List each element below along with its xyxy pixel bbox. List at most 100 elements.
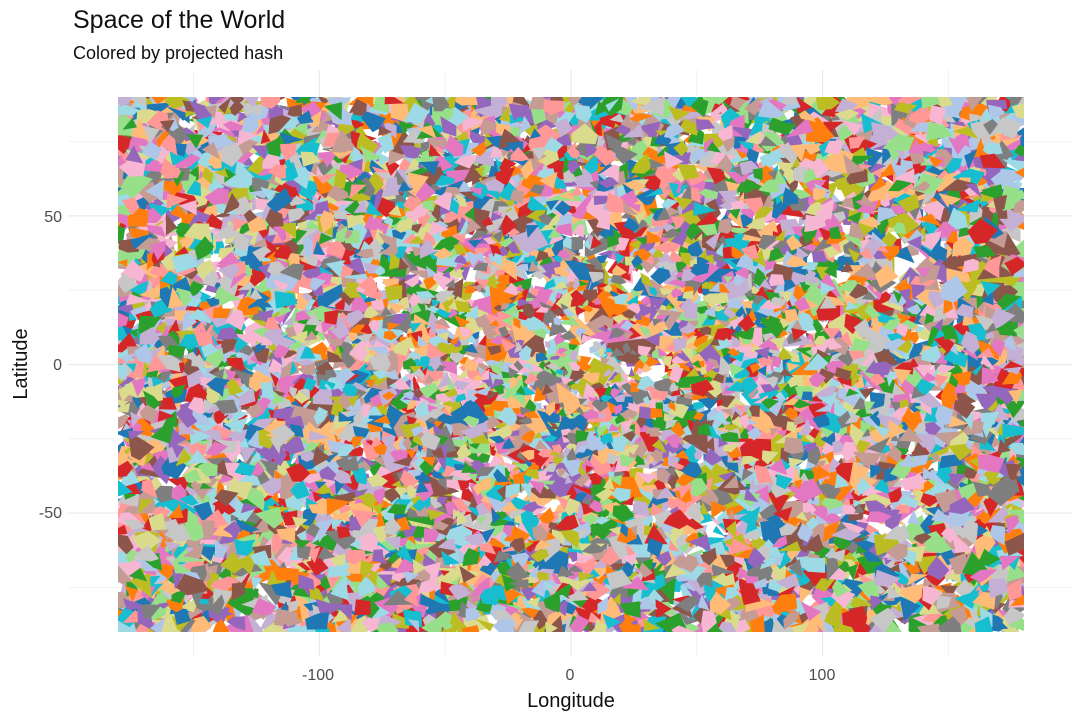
hash-cell bbox=[518, 481, 532, 499]
hash-cell bbox=[480, 308, 521, 344]
hash-cell bbox=[560, 376, 574, 385]
hash-cell bbox=[742, 226, 762, 239]
hash-cell bbox=[272, 407, 295, 420]
hash-cell bbox=[330, 413, 352, 434]
hash-cell bbox=[543, 462, 558, 473]
hash-cell bbox=[524, 372, 539, 385]
hash-cell bbox=[733, 306, 749, 320]
hash-cell bbox=[516, 385, 526, 396]
hash-cells bbox=[118, 97, 1024, 632]
hash-cell bbox=[755, 318, 768, 328]
hash-cell bbox=[932, 451, 941, 463]
hash-cell bbox=[570, 185, 583, 197]
hash-cell bbox=[510, 407, 523, 415]
hash-cell bbox=[495, 387, 508, 406]
hash-cell bbox=[543, 278, 556, 290]
hash-cell bbox=[711, 500, 728, 519]
hash-cell bbox=[404, 374, 415, 382]
hash-cell bbox=[452, 380, 470, 391]
hash-cell bbox=[609, 576, 629, 598]
hash-cell bbox=[441, 550, 460, 566]
hash-cell bbox=[752, 339, 788, 361]
hash-cell bbox=[942, 524, 977, 551]
hash-cell bbox=[461, 462, 478, 473]
hash-cell bbox=[448, 372, 484, 407]
hash-cell bbox=[515, 339, 525, 346]
hash-cell bbox=[442, 360, 458, 375]
hash-cell bbox=[282, 361, 300, 376]
hash-cell bbox=[553, 264, 568, 276]
hash-cell bbox=[214, 478, 225, 496]
hash-cell bbox=[928, 244, 948, 262]
hash-cell bbox=[817, 271, 842, 298]
hash-cell bbox=[795, 511, 808, 522]
hash-cell bbox=[315, 478, 335, 496]
hash-cell bbox=[272, 279, 289, 295]
hash-cell bbox=[294, 97, 310, 103]
hash-cell bbox=[228, 429, 248, 445]
hash-cell bbox=[952, 319, 975, 335]
hash-cell bbox=[896, 313, 912, 325]
hash-cell bbox=[640, 295, 652, 306]
hash-cell bbox=[914, 364, 934, 378]
hash-cell bbox=[811, 601, 830, 617]
hash-cell bbox=[423, 277, 437, 291]
hash-cell bbox=[899, 474, 923, 491]
hash-cell bbox=[895, 568, 909, 586]
hash-cell bbox=[726, 446, 742, 459]
hash-cell bbox=[364, 215, 390, 235]
hash-cell bbox=[940, 362, 963, 388]
hash-cell bbox=[484, 415, 501, 430]
hash-cell bbox=[402, 281, 420, 298]
hash-cell bbox=[559, 190, 576, 201]
hash-cell bbox=[503, 282, 521, 296]
hash-cell bbox=[533, 431, 543, 440]
hash-cell bbox=[463, 128, 490, 149]
hash-cell bbox=[775, 530, 799, 548]
hash-cell bbox=[820, 430, 836, 446]
hash-cell bbox=[592, 340, 600, 351]
hash-cell bbox=[538, 507, 555, 527]
hash-cell bbox=[659, 287, 674, 296]
hash-cell bbox=[573, 606, 604, 628]
hash-cell bbox=[592, 557, 614, 569]
hash-cell bbox=[811, 235, 832, 254]
hash-cell bbox=[388, 191, 409, 203]
hash-cell bbox=[488, 454, 504, 467]
hash-cell bbox=[586, 472, 603, 485]
hash-cell bbox=[496, 274, 510, 284]
hash-cell bbox=[776, 429, 788, 438]
hash-cell bbox=[641, 573, 666, 600]
hash-cell bbox=[761, 131, 785, 152]
hash-cell bbox=[118, 302, 135, 316]
hash-cell bbox=[738, 567, 751, 581]
hash-cell bbox=[522, 303, 535, 319]
hash-cell bbox=[832, 211, 846, 223]
hash-cell bbox=[240, 502, 259, 514]
hash-cell bbox=[753, 485, 770, 505]
hash-cell bbox=[501, 391, 514, 400]
hash-cell bbox=[633, 212, 646, 225]
hash-cell bbox=[1006, 207, 1024, 223]
hash-cell bbox=[622, 331, 634, 341]
hash-cell bbox=[738, 438, 772, 475]
hash-cell bbox=[597, 222, 619, 242]
hash-cell bbox=[167, 476, 191, 492]
hash-cell bbox=[513, 317, 521, 329]
hash-cell bbox=[685, 367, 700, 377]
hash-cell bbox=[503, 587, 522, 605]
hash-cell bbox=[588, 623, 607, 632]
hash-cell bbox=[920, 493, 943, 507]
hash-cell bbox=[437, 475, 454, 491]
hash-cell bbox=[310, 115, 332, 133]
hash-cell bbox=[549, 315, 568, 337]
hash-cell bbox=[811, 318, 825, 334]
hash-cell bbox=[769, 428, 779, 437]
hash-cell bbox=[143, 102, 175, 116]
hash-cell bbox=[701, 292, 730, 306]
hash-cell bbox=[554, 514, 580, 531]
hash-cell bbox=[214, 167, 229, 178]
hash-cell bbox=[709, 147, 738, 165]
hash-cell bbox=[555, 573, 577, 590]
